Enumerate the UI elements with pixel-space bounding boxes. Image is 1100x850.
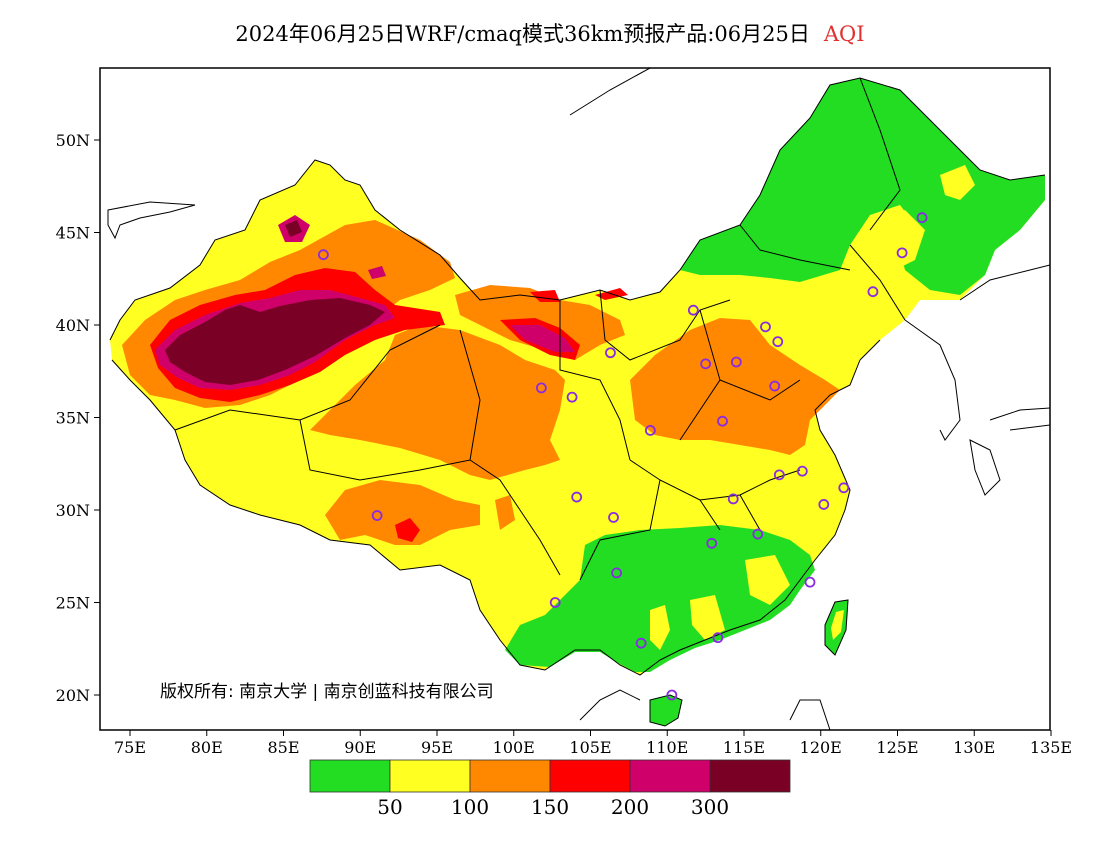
station-marker bbox=[608, 512, 619, 523]
station-marker bbox=[804, 576, 816, 588]
boundary-lines bbox=[109, 77, 1046, 676]
station-marker bbox=[605, 347, 616, 359]
lon-tick-label: 85E bbox=[267, 738, 299, 757]
station-marker bbox=[867, 286, 879, 298]
aqi-band-yellow-ne2 bbox=[875, 210, 925, 270]
title-variable: AQI bbox=[823, 22, 865, 46]
map-field bbox=[107, 68, 1050, 730]
legend-swatch bbox=[469, 759, 551, 793]
lon-tick-label: 115E bbox=[723, 738, 765, 757]
aqi-band-yellow-south bbox=[650, 605, 670, 650]
aqi-band-yellow-ne bbox=[940, 165, 975, 200]
station-marker bbox=[535, 382, 547, 394]
lat-tick-label: 30N bbox=[56, 501, 90, 520]
lon-tick-label: 135E bbox=[1030, 738, 1072, 757]
station-marker bbox=[712, 632, 724, 644]
station-marker bbox=[818, 499, 830, 510]
aqi-band-green-south bbox=[505, 525, 815, 672]
lon-tick-label: 75E bbox=[114, 738, 146, 757]
station-marker bbox=[635, 637, 647, 649]
station-marker bbox=[769, 380, 781, 392]
legend-label: 300 bbox=[691, 795, 729, 819]
longitude-axis: 75E 80E 85E 90E 95E 100E 105E 110E 115E 120E 125E 1… bbox=[114, 730, 1072, 757]
aqi-legend: 50 100 150 200 300 bbox=[309, 759, 791, 819]
lat-tick-label: 35N bbox=[56, 409, 90, 428]
station-marker bbox=[318, 249, 329, 261]
taiwan-core bbox=[831, 610, 844, 640]
station-marker bbox=[644, 425, 656, 436]
legend-swatch bbox=[629, 759, 711, 793]
aqi-band-darkred-spot bbox=[285, 220, 302, 237]
legend-swatch bbox=[549, 759, 631, 793]
legend-label: 150 bbox=[531, 795, 569, 819]
station-marker bbox=[752, 528, 764, 540]
title-text: 2024年06月25日WRF/cmaq模式36km预报产品:06月25日 bbox=[235, 22, 810, 46]
map-frame bbox=[99, 67, 1051, 731]
aqi-band-darkred bbox=[165, 298, 385, 385]
station-marker bbox=[717, 415, 728, 427]
lat-tick-label: 50N bbox=[56, 131, 90, 150]
lon-tick-label: 90E bbox=[344, 738, 376, 757]
legend-label: 50 bbox=[377, 795, 402, 819]
station-marker bbox=[727, 493, 739, 505]
latitude-axis: 20N 25N 30N 35N 40N 45N 50N bbox=[56, 131, 100, 705]
legend-label: 100 bbox=[451, 795, 489, 819]
lon-tick-label: 95E bbox=[421, 738, 453, 757]
aqi-band-green-ne bbox=[680, 78, 1045, 295]
station-marker bbox=[611, 567, 622, 579]
aqi-band-magenta-north bbox=[510, 325, 575, 352]
map-title: 2024年06月25日WRF/cmaq模式36km预报产品:06月25日 AQI bbox=[0, 18, 1100, 48]
aqi-band-red-tibet bbox=[395, 518, 420, 542]
station-marker bbox=[571, 491, 583, 503]
lon-tick-label: 125E bbox=[876, 738, 918, 757]
aqi-band-orange-tibet bbox=[325, 480, 480, 545]
station-marker bbox=[730, 356, 742, 368]
lat-tick-label: 45N bbox=[56, 224, 90, 243]
lat-tick-label: 40N bbox=[56, 316, 90, 335]
station-markers bbox=[318, 212, 928, 701]
hainan bbox=[649, 694, 683, 727]
lon-tick-label: 110E bbox=[646, 738, 688, 757]
station-marker bbox=[772, 336, 784, 348]
station-marker bbox=[896, 247, 908, 259]
lon-tick-label: 80E bbox=[191, 738, 223, 757]
station-marker bbox=[687, 304, 699, 316]
station-marker bbox=[700, 358, 712, 370]
lat-tick-label: 20N bbox=[56, 686, 90, 705]
aqi-band-magenta-spot2 bbox=[368, 266, 386, 279]
aqi-band-yellow-south3 bbox=[745, 555, 790, 605]
coastline-outside bbox=[107, 68, 1050, 730]
aqi-band-yellow-south2 bbox=[690, 595, 725, 640]
station-marker bbox=[916, 212, 928, 224]
lat-tick-label: 25N bbox=[56, 594, 90, 613]
lon-tick-label: 105E bbox=[569, 738, 611, 757]
lon-tick-label: 130E bbox=[953, 738, 995, 757]
legend-swatch bbox=[389, 759, 471, 793]
aqi-band-orange-central bbox=[310, 325, 565, 480]
station-marker bbox=[760, 321, 771, 333]
station-marker bbox=[371, 510, 383, 521]
legend-swatch bbox=[309, 759, 391, 793]
station-marker bbox=[666, 689, 678, 701]
legend-label: 200 bbox=[611, 795, 649, 819]
copyright-text: 版权所有: 南京大学 | 南京创蓝科技有限公司 bbox=[160, 682, 494, 702]
lon-tick-label: 100E bbox=[493, 738, 535, 757]
legend-swatch bbox=[709, 759, 791, 793]
lon-tick-label: 120E bbox=[800, 738, 842, 757]
aqi-band-orange-sichuan bbox=[495, 495, 515, 530]
station-marker bbox=[706, 537, 718, 549]
station-marker bbox=[773, 469, 785, 481]
station-marker bbox=[796, 465, 808, 477]
station-marker bbox=[838, 482, 850, 494]
station-marker bbox=[549, 597, 561, 608]
station-marker bbox=[566, 391, 578, 403]
